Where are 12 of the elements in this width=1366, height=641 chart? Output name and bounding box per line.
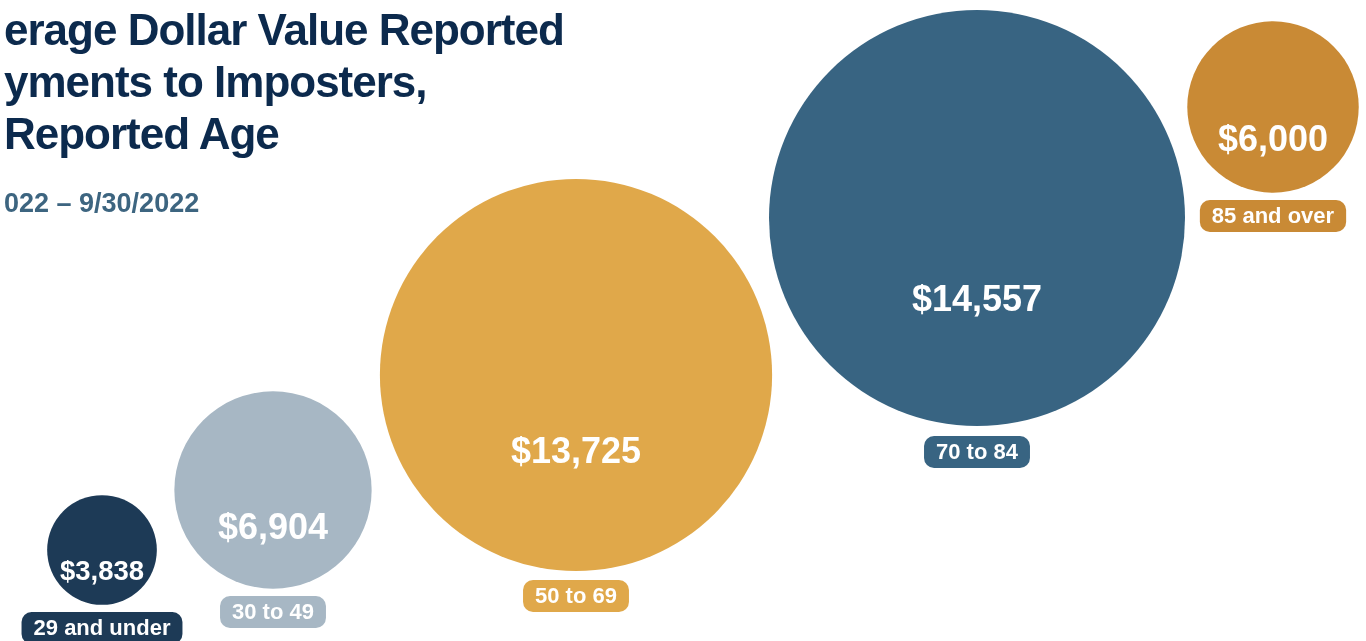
category-label: 70 to 84 bbox=[936, 439, 1019, 465]
category-label: 29 and under bbox=[33, 615, 171, 641]
data-label: $6,904 bbox=[217, 506, 329, 548]
category-label: 85 and over bbox=[1211, 203, 1335, 229]
text: 022 – 9/30/2022 bbox=[4, 188, 200, 219]
data-label: $13,725 bbox=[510, 430, 642, 472]
category-label: 50 to 69 bbox=[535, 583, 617, 609]
data-label: $14,557 bbox=[911, 278, 1043, 320]
text: erage Dollar Value Reported yments to Imposters, Reported Age bbox=[4, 4, 564, 160]
data-label: $6,000 bbox=[1217, 118, 1329, 160]
category-label: 30 to 49 bbox=[232, 599, 314, 625]
data-label: $3,838 bbox=[59, 554, 145, 586]
